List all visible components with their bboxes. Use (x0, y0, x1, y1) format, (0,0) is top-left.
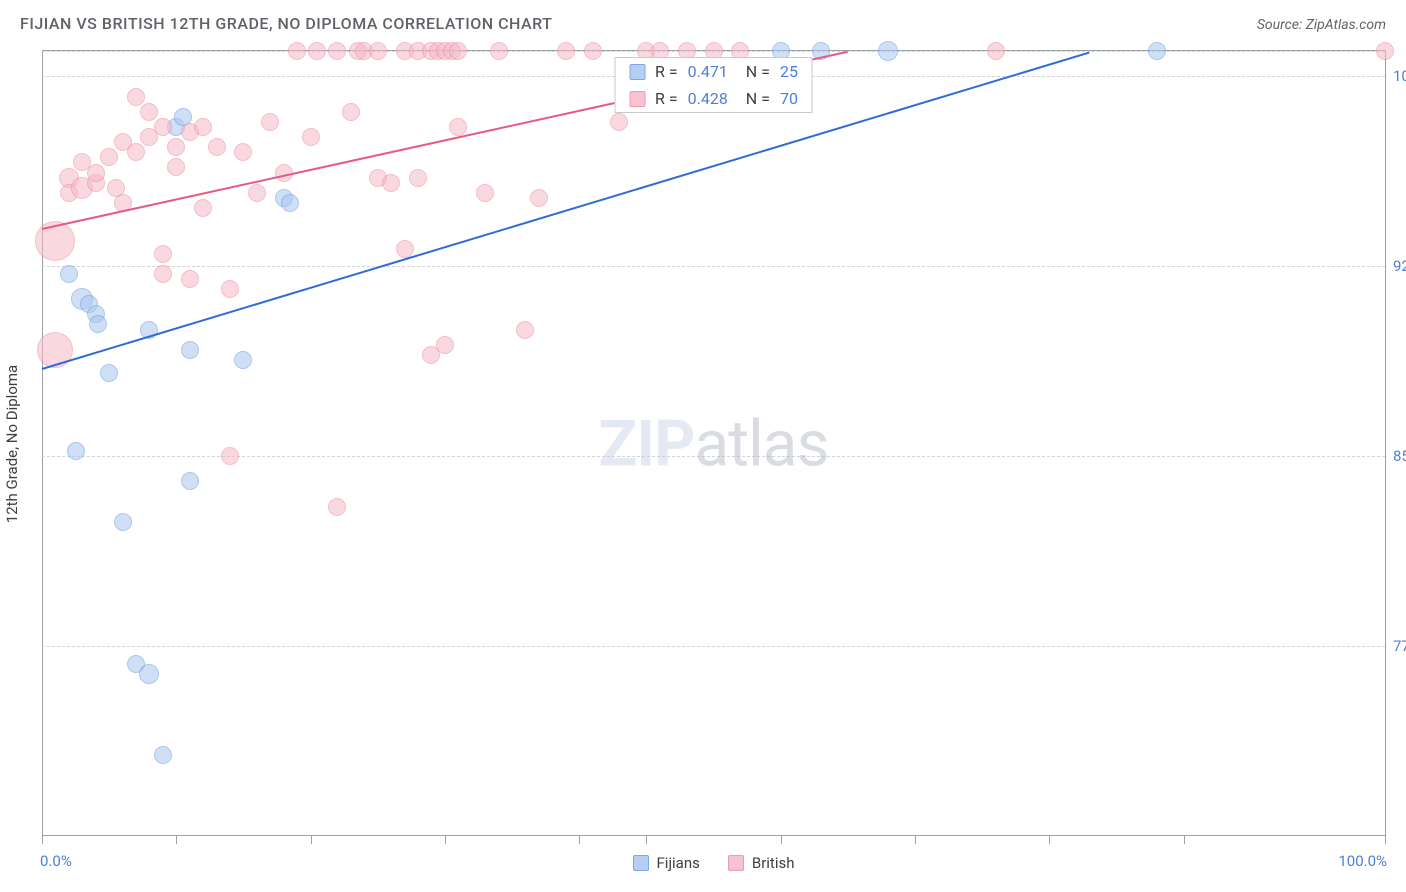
legend-r-value: 0.471 (688, 62, 728, 81)
data-point-british (127, 88, 145, 106)
gridline (42, 646, 1385, 647)
data-point-british (208, 138, 226, 156)
gridline (42, 266, 1385, 267)
chart-title: FIJIAN VS BRITISH 12TH GRADE, NO DIPLOMA… (20, 14, 552, 33)
x-tick (646, 836, 647, 844)
data-point-british (154, 245, 172, 263)
data-point-british (530, 189, 548, 207)
x-tick (176, 836, 177, 844)
x-tick (1385, 836, 1386, 844)
x-tick (781, 836, 782, 844)
data-point-british (248, 184, 266, 202)
data-point-british (490, 42, 508, 60)
legend-n-label: N = (738, 62, 770, 81)
data-point-british (449, 118, 467, 136)
legend-correlation-row-fijians: R = 0.471 N = 25 (615, 58, 812, 85)
legend-n-value: 25 (780, 62, 798, 81)
x-axis-max-label: 100.0% (1338, 852, 1387, 870)
data-point-british (409, 169, 427, 187)
legend-item-fijians: Fijians (633, 854, 700, 872)
x-tick (1184, 836, 1185, 844)
data-point-fijians (154, 746, 172, 764)
data-point-fijians (114, 513, 132, 531)
data-point-british (302, 128, 320, 146)
data-point-british (100, 148, 118, 166)
data-point-fijians (89, 315, 107, 333)
legend-r-value: 0.428 (688, 89, 728, 108)
legend-label: British (752, 854, 795, 872)
x-tick (311, 836, 312, 844)
data-point-british (234, 143, 252, 161)
data-point-british (436, 336, 454, 354)
x-tick (42, 836, 43, 844)
data-point-fijians (181, 472, 199, 490)
y-tick-label: 100.0% (1393, 67, 1406, 85)
gridline (42, 456, 1385, 457)
y-axis-label: 12th Grade, No Diploma (3, 364, 21, 522)
data-point-british (328, 498, 346, 516)
data-point-fijians (100, 364, 118, 382)
data-point-british (167, 158, 185, 176)
legend-swatch (629, 64, 645, 80)
plot-area: 100.0%92.5%85.0%77.5% 12th Grade, No Dip… (42, 50, 1386, 836)
data-point-british (261, 113, 279, 131)
x-axis-min-label: 0.0% (40, 852, 72, 870)
data-point-british (557, 42, 575, 60)
data-point-fijians (281, 194, 299, 212)
y-tick-label: 92.5% (1393, 257, 1406, 275)
data-point-fijians (67, 442, 85, 460)
legend-swatch (728, 855, 744, 871)
source-label: Source: ZipAtlas.com (1257, 17, 1386, 33)
data-point-british (342, 103, 360, 121)
legend-r-label: R = (655, 62, 678, 81)
legend-n-value: 70 (780, 89, 798, 108)
data-point-british (127, 143, 145, 161)
legend-bottom: Fijians British (633, 854, 795, 872)
legend-correlation: R = 0.471 N = 25 R = 0.428 N = 70 (614, 57, 813, 113)
data-point-british (167, 138, 185, 156)
x-tick (579, 836, 580, 844)
data-point-fijians (139, 664, 159, 684)
data-point-british (140, 103, 158, 121)
data-point-fijians (878, 41, 898, 61)
x-tick (1049, 836, 1050, 844)
data-point-british (221, 447, 239, 465)
legend-swatch (629, 91, 645, 107)
x-tick (445, 836, 446, 844)
data-point-british (87, 164, 105, 182)
data-point-british (194, 199, 212, 217)
legend-item-british: British (728, 854, 795, 872)
data-point-fijians (181, 341, 199, 359)
data-point-british (476, 184, 494, 202)
legend-swatch (633, 855, 649, 871)
data-point-fijians (234, 351, 252, 369)
data-point-british (396, 240, 414, 258)
data-point-british (382, 174, 400, 192)
data-point-british (288, 42, 306, 60)
y-tick-label: 77.5% (1393, 637, 1406, 655)
data-point-fijians (60, 265, 78, 283)
data-point-british (194, 118, 212, 136)
legend-n-label: N = (738, 89, 770, 108)
data-point-british (37, 332, 73, 368)
legend-r-label: R = (655, 89, 678, 108)
data-point-british (328, 42, 346, 60)
legend-correlation-row-british: R = 0.428 N = 70 (615, 85, 812, 112)
data-point-british (154, 265, 172, 283)
data-point-british (1376, 42, 1394, 60)
data-point-british (308, 42, 326, 60)
data-point-british (181, 270, 199, 288)
data-point-british (369, 42, 387, 60)
data-point-british (516, 321, 534, 339)
data-point-british (449, 42, 467, 60)
legend-label: Fijians (657, 854, 700, 872)
data-point-british (987, 42, 1005, 60)
data-point-british (154, 118, 172, 136)
data-point-fijians (1148, 42, 1166, 60)
data-point-british (221, 280, 239, 298)
data-point-british (610, 113, 628, 131)
x-tick (915, 836, 916, 844)
y-tick-label: 85.0% (1393, 447, 1406, 465)
data-point-british (584, 42, 602, 60)
